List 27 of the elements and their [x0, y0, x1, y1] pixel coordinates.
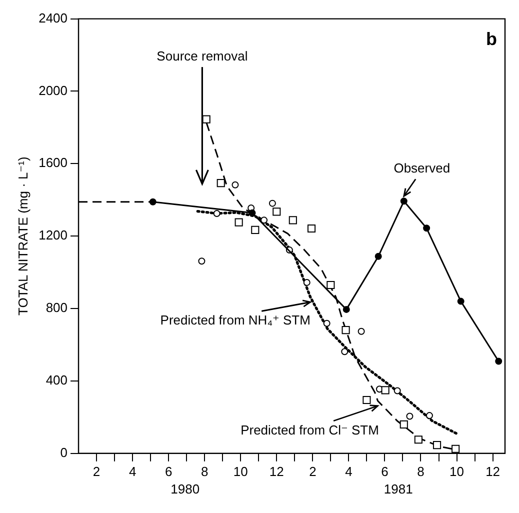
- x-tick-label: 4: [128, 464, 136, 479]
- x-tick-label: 10: [450, 464, 464, 479]
- x-tick-label: 10: [233, 464, 248, 479]
- annotation: Observed: [394, 160, 450, 176]
- y-tick-label: 2400: [38, 10, 68, 26]
- y-tick-label: 0: [60, 444, 68, 460]
- x-tick-label: 6: [381, 464, 388, 479]
- x-tick-label: 2: [92, 464, 100, 479]
- annotation: b: [486, 28, 497, 49]
- x-tick-label: 12: [486, 464, 500, 479]
- y-tick-label: 2000: [38, 82, 68, 98]
- annotation: Predicted from Cl⁻ STM: [240, 422, 379, 438]
- y-tick-label: 1600: [38, 155, 68, 170]
- x-tick-label: 6: [164, 464, 172, 479]
- text: 1980: [170, 481, 200, 496]
- y-axis-title: TOTAL NITRATE (mg · L⁻¹): [15, 156, 30, 316]
- x-tick-label: 8: [417, 464, 424, 479]
- x-tick-label: 8: [200, 464, 208, 479]
- y-tick-label: 1200: [38, 228, 68, 243]
- x-tick-label: 4: [345, 464, 352, 479]
- y-tick-label: 400: [46, 372, 68, 388]
- annotation: Source removal: [156, 48, 248, 64]
- x-tick-label: 2: [309, 464, 316, 479]
- annotation: Predicted from NH₄⁺ STM: [160, 312, 310, 328]
- x-tick-label: 12: [269, 464, 284, 479]
- text: 1981: [384, 481, 413, 496]
- y-tick-label: 800: [46, 300, 68, 316]
